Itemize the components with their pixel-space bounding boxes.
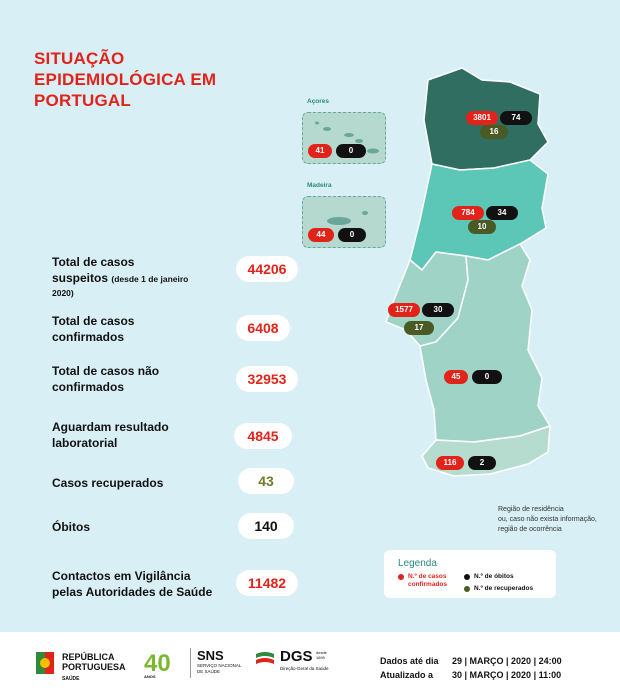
footer: REPÚBLICA PORTUGUESA SAÚDE 40 ANOS SNS S…	[0, 632, 620, 694]
contacts-label: Contactos em Vigilância pelas Autoridade…	[52, 569, 213, 599]
dgs-logo: DGS desde 1899 Direção-Geral da Saúde	[254, 648, 334, 678]
page-title: SITUAÇÃO EPIDEMIOLÓGICA EM PORTUGAL	[34, 49, 217, 110]
acores-label: Açores	[307, 98, 330, 105]
legend-deaths-text: N.º de óbitos	[474, 573, 514, 580]
confirmed-value: 6408	[236, 315, 290, 341]
dados-label: Dados até dia	[380, 656, 439, 666]
algarve-confirmed-badge: 116	[436, 456, 464, 470]
deaths-label: Óbitos	[52, 520, 90, 534]
sns-logo: SNS SERVIÇO NACIONAL DE SAÚDE	[190, 648, 255, 678]
alentejo-deaths-badge: 0	[472, 370, 502, 384]
norte-confirmed-badge: 3801	[466, 111, 498, 125]
confirmed-label: Total de casos confirmados	[52, 314, 135, 344]
atualizado-value: 30 | MARÇO | 2020 | 11:00	[452, 670, 562, 680]
madeira-confirmed-badge: 44	[308, 228, 334, 242]
centro-recovered-badge: 10	[468, 220, 496, 234]
portugal-map	[385, 67, 552, 477]
lisboa-confirmed-badge: 1577	[388, 303, 420, 317]
norte-recovered-badge: 16	[480, 125, 508, 139]
legend-recovered-text: N.º de recuperados	[474, 585, 534, 592]
acores-confirmed-badge: 41	[308, 144, 332, 158]
lisboa-recovered-badge: 17	[404, 321, 434, 335]
atualizado-label: Atualizado a	[380, 670, 434, 680]
centro-confirmed-badge: 784	[452, 206, 484, 220]
madeira-label: Madeira	[307, 182, 332, 189]
norte-deaths-badge: 74	[500, 111, 532, 125]
republica-emblem-icon	[36, 652, 54, 674]
acores-islands-shape	[315, 121, 379, 154]
lisboa-deaths-badge: 30	[422, 303, 454, 317]
republica-logo: REPÚBLICA PORTUGUESA SAÚDE	[36, 650, 136, 686]
unconfirmed-label: Total de casos não confirmados	[52, 364, 160, 394]
deaths-value: 140	[238, 513, 294, 539]
pending-label: Aguardam resultado laboratorial	[52, 420, 169, 450]
sns-40-logo: 40 ANOS	[144, 650, 171, 679]
map-note: Região de residência ou, caso não exista…	[498, 506, 597, 533]
algarve-deaths-badge: 2	[468, 456, 496, 470]
legend-recovered-dot	[464, 586, 470, 592]
legend-confirmed-text: N.º de casos confirmados	[408, 573, 448, 588]
alentejo-confirmed-badge: 45	[444, 370, 468, 384]
acores-deaths-badge: 0	[336, 144, 366, 158]
madeira-deaths-badge: 0	[338, 228, 366, 242]
legend-confirmed-dot	[398, 574, 404, 580]
madeira-islands-shape	[327, 211, 368, 225]
suspected-value: 44206	[236, 256, 298, 282]
recovered-label: Casos recuperados	[52, 476, 164, 490]
suspected-label: Total de casos suspeitos (desde 1 de jan…	[52, 255, 189, 298]
dgs-emblem-icon	[256, 652, 274, 664]
centro-deaths-badge: 34	[486, 206, 518, 220]
legend-title: Legenda	[398, 558, 437, 569]
contacts-value: 11482	[236, 570, 298, 596]
legend: Legenda N.º de casos confirmados N.º de …	[384, 550, 556, 598]
pending-value: 4845	[234, 423, 292, 449]
dados-value: 29 | MARÇO | 2020 | 24:00	[452, 656, 562, 666]
recovered-value: 43	[238, 468, 294, 494]
legend-deaths-dot	[464, 574, 470, 580]
unconfirmed-value: 32953	[236, 366, 298, 392]
